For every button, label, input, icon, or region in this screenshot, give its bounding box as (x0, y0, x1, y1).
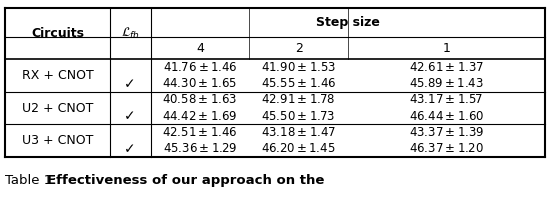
Text: Step size: Step size (316, 16, 380, 29)
Text: 4: 4 (196, 42, 204, 55)
Text: $45.55 \pm 1.46$: $45.55 \pm 1.46$ (261, 77, 336, 90)
Text: $45.89 \pm 1.43$: $45.89 \pm 1.43$ (409, 77, 484, 90)
Text: U3 + CNOT: U3 + CNOT (22, 134, 93, 147)
Text: RX + CNOT: RX + CNOT (22, 69, 93, 82)
Text: Table 1:: Table 1: (5, 174, 61, 187)
Text: $45.36 \pm 1.29$: $45.36 \pm 1.29$ (163, 142, 237, 155)
Text: U2 + CNOT: U2 + CNOT (22, 102, 93, 115)
Text: $42.51 \pm 1.46$: $42.51 \pm 1.46$ (162, 126, 238, 139)
Text: 2: 2 (295, 42, 302, 55)
Text: $41.76 \pm 1.46$: $41.76 \pm 1.46$ (163, 61, 237, 74)
Text: $46.20 \pm 1.45$: $46.20 \pm 1.45$ (261, 142, 336, 155)
Text: ✓: ✓ (124, 142, 136, 156)
Text: 1: 1 (443, 42, 450, 55)
Text: Circuits: Circuits (31, 27, 84, 40)
Text: $43.18 \pm 1.47$: $43.18 \pm 1.47$ (261, 126, 336, 139)
Text: $\mathcal{L}_{fb}$: $\mathcal{L}_{fb}$ (121, 26, 140, 42)
Text: $41.90 \pm 1.53$: $41.90 \pm 1.53$ (261, 61, 336, 74)
Text: $46.44 \pm 1.60$: $46.44 \pm 1.60$ (409, 110, 484, 123)
Text: $46.37 \pm 1.20$: $46.37 \pm 1.20$ (409, 142, 484, 155)
Text: $40.58 \pm 1.63$: $40.58 \pm 1.63$ (162, 93, 238, 106)
Text: ✓: ✓ (124, 109, 136, 123)
Text: $43.17 \pm 1.57$: $43.17 \pm 1.57$ (409, 93, 484, 106)
Text: ✓: ✓ (124, 77, 136, 91)
Text: $42.61 \pm 1.37$: $42.61 \pm 1.37$ (409, 61, 484, 74)
Text: $45.50 \pm 1.73$: $45.50 \pm 1.73$ (261, 110, 336, 123)
Text: Effectiveness of our approach on the: Effectiveness of our approach on the (47, 174, 324, 187)
Text: $44.30 \pm 1.65$: $44.30 \pm 1.65$ (162, 77, 238, 90)
Text: $44.42 \pm 1.69$: $44.42 \pm 1.69$ (162, 110, 238, 123)
Text: $42.91 \pm 1.78$: $42.91 \pm 1.78$ (261, 93, 336, 106)
Text: $43.37 \pm 1.39$: $43.37 \pm 1.39$ (409, 126, 484, 139)
